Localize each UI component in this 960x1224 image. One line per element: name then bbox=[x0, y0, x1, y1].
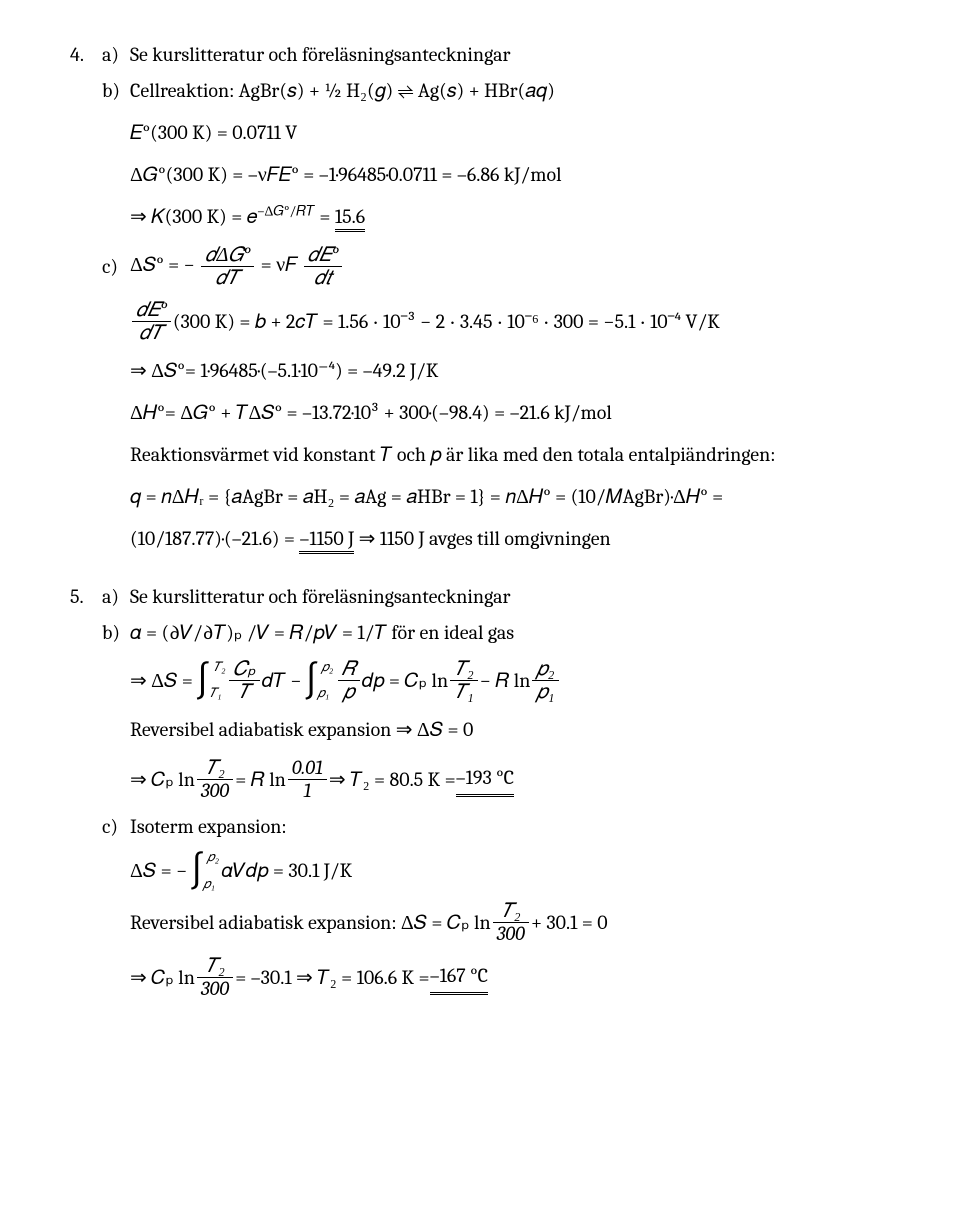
q5-b-int2: ∫ 𝑝₂ 𝑝₁ bbox=[303, 662, 319, 700]
q5-b-dt: 𝑑𝑇 − bbox=[262, 666, 302, 696]
q5-b-rev: Reversibel adiabatisk expansion ⇒ Δ𝑆 = 0 bbox=[130, 715, 960, 745]
q5-b-ds-lhs: ⇒ Δ𝑆 = bbox=[130, 666, 193, 696]
q4-b-intro: Cellreaktion: AgBr(𝑠) + ½ H₂(𝑔) ⇌ Ag(𝑠) … bbox=[130, 76, 960, 106]
q4-c-q2a: (10/187.77)·(–21.6) = bbox=[130, 527, 299, 550]
q5-b-ds: ⇒ Δ𝑆 = ∫ 𝑇₂ 𝑇₁ 𝐶ₚ 𝑇 𝑑𝑇 − ∫ 𝑝₂ 𝑝₁ 𝑅 𝑝 𝑑𝑝 … bbox=[130, 658, 960, 703]
q4-c-react: Reaktionsvärmet vid konstant 𝑇 och 𝑝 är … bbox=[130, 440, 960, 470]
q5-b-cpln: ⇒ 𝐶ₚ ln 𝑇₂ 300 = 𝑅 ln 0.01 1 ⇒ 𝑇₂ = 80.5… bbox=[130, 757, 960, 802]
q4-a-text: Se kurslitteratur och föreläsningsanteck… bbox=[130, 40, 960, 70]
q4-c-dsval: ⇒ Δ𝑆°= 1·96485·(–5.1·10⁻⁴) = –49.2 J/K bbox=[130, 356, 960, 386]
q4-c-eq: = ν𝐹 bbox=[261, 253, 302, 276]
q5-b-frac-001: 0.01 1 bbox=[288, 757, 327, 802]
q5-b-eqR: = 𝑅 ln bbox=[235, 765, 286, 795]
q5-b: b) 𝛼 = (∂𝑉/∂𝑇)ₚ /𝑉 = 𝑅/𝑝𝑉 = 1/𝑇 för en i… bbox=[70, 618, 960, 648]
q4-b-k-rhs: = bbox=[315, 205, 335, 228]
q5-c-final-frac: 𝑇₂ 300 bbox=[197, 955, 233, 1000]
q5-c-rev: Reversibel adiabatisk expansion: Δ𝑆 = 𝐶ₚ… bbox=[130, 900, 960, 945]
q4-a: 4. a) Se kurslitteratur och föreläsnings… bbox=[70, 40, 960, 70]
q5-c-rev-lhs: Reversibel adiabatisk expansion: Δ𝑆 = 𝐶ₚ… bbox=[130, 908, 491, 938]
q5-c-iso: Isoterm expansion: bbox=[130, 812, 960, 842]
q4-c-letter: c) bbox=[102, 252, 130, 282]
q4-c-ds: Δ𝑆° = − 𝑑Δ𝐺° 𝑑𝑇 = ν𝐹 𝑑𝐸° 𝑑𝑡 bbox=[130, 244, 960, 289]
q5-c-final-mid: = –30.1 ⇒ 𝑇₂ = 106.6 K = bbox=[235, 963, 429, 993]
q5-b-letter: b) bbox=[102, 618, 130, 648]
q4-c-q2c: ⇒ 1150 J avges till omgivningen bbox=[354, 527, 611, 550]
q5-a-letter: a) bbox=[102, 582, 130, 612]
q4-a-letter: a) bbox=[102, 40, 130, 70]
q5-b-frac-cp: 𝐶ₚ 𝑇 bbox=[229, 658, 260, 703]
q5-c-final-val: –167 °C bbox=[430, 961, 488, 995]
q4-number: 4. bbox=[70, 40, 102, 70]
q5-b-cpln-lhs: ⇒ 𝐶ₚ ln bbox=[130, 765, 195, 795]
q5-b-int1: ∫ 𝑇₂ 𝑇₁ bbox=[195, 662, 211, 700]
q4-c-dedt-frac: 𝑑𝐸° 𝑑𝑇 bbox=[132, 299, 171, 344]
q4-c-q1: 𝑞 = 𝑛Δ𝐻ᵣ = {𝑎AgBr = 𝑎H₂ = 𝑎Ag = 𝑎HBr = 1… bbox=[130, 482, 960, 512]
q4-c-q2: (10/187.77)·(–21.6) = –1150 J ⇒ 1150 J a… bbox=[130, 524, 960, 554]
q4-c-frac2: 𝑑𝐸° 𝑑𝑡 bbox=[304, 244, 343, 289]
q5-b-frac-rp: 𝑅 𝑝 bbox=[338, 658, 360, 703]
q4-b-letter: b) bbox=[102, 76, 130, 106]
q5-a: 5. a) Se kurslitteratur och föreläsnings… bbox=[70, 582, 960, 612]
q4-c-dh: Δ𝐻°= Δ𝐺° + 𝑇Δ𝑆° = –13.72·10³ + 300·(–98.… bbox=[130, 398, 960, 428]
q4-c-q2b: –1150 J bbox=[299, 527, 354, 554]
q5-b-frac-p: 𝑝₂ 𝑝₁ bbox=[532, 658, 558, 703]
q5-c-final-lhs: ⇒ 𝐶ₚ ln bbox=[130, 963, 195, 993]
q5-c-frac: 𝑇₂ 300 bbox=[493, 900, 529, 945]
q4-b-e: 𝐸°(300 K) = 0.0711 V bbox=[130, 118, 960, 148]
q4-c-frac1: 𝑑Δ𝐺° 𝑑𝑇 bbox=[201, 244, 254, 289]
q5-b-dp: 𝑑𝑝 = 𝐶ₚ ln bbox=[362, 666, 448, 696]
q4-b-k-val: 15.6 bbox=[335, 205, 365, 232]
q5-c-final: ⇒ 𝐶ₚ ln 𝑇₂ 300 = –30.1 ⇒ 𝑇₂ = 106.6 K = … bbox=[130, 955, 960, 1000]
q5-c-rev-rhs: + 30.1 = 0 bbox=[531, 908, 608, 938]
q4-c-dedt-rhs: (300 K) = 𝑏 + 2𝑐𝑇 = 1.56 ⋅ 10⁻³ − 2 ⋅ 3.… bbox=[173, 307, 720, 337]
q4-b-k-exp: –Δ𝐺°/𝑅𝑇 bbox=[257, 202, 315, 219]
q5-a-text: Se kurslitteratur och föreläsningsanteck… bbox=[130, 582, 960, 612]
q5-b-t2: ⇒ 𝑇₂ = 80.5 K = bbox=[329, 765, 456, 795]
q4-c: c) Δ𝑆° = − 𝑑Δ𝐺° 𝑑𝑇 = ν𝐹 𝑑𝐸° 𝑑𝑡 bbox=[70, 244, 960, 289]
q5-b-t2-val: –193 °C bbox=[456, 763, 514, 797]
q4-b-dg: Δ𝐺°(300 K) = –ν𝐹𝐸° = –1·96485·0.0711 = –… bbox=[130, 160, 960, 190]
q5-c: c) Isoterm expansion: bbox=[70, 812, 960, 842]
q4-b-k: ⇒ 𝐾(300 K) = 𝑒–Δ𝐺°/𝑅𝑇 = 15.6 bbox=[130, 202, 960, 232]
q5-c-ds-lhs: Δ𝑆 = − bbox=[130, 856, 187, 886]
q5-c-ds: Δ𝑆 = − ∫ 𝑝₂ 𝑝₁ 𝛼𝑉𝑑𝑝 = 30.1 J/K bbox=[130, 852, 960, 890]
q4-b: b) Cellreaktion: AgBr(𝑠) + ½ H₂(𝑔) ⇌ Ag(… bbox=[70, 76, 960, 106]
q5-number: 5. bbox=[70, 582, 102, 612]
q5-b-minus: − 𝑅 ln bbox=[480, 666, 531, 696]
q5-c-letter: c) bbox=[102, 812, 130, 842]
q5-b-intro: 𝛼 = (∂𝑉/∂𝑇)ₚ /𝑉 = 𝑅/𝑝𝑉 = 1/𝑇 för en idea… bbox=[130, 618, 960, 648]
q5-c-int: ∫ 𝑝₂ 𝑝₁ bbox=[189, 852, 205, 890]
q4-b-k-lhs: ⇒ 𝐾(300 K) = 𝑒 bbox=[130, 205, 257, 228]
q4-c-dedt: 𝑑𝐸° 𝑑𝑇 (300 K) = 𝑏 + 2𝑐𝑇 = 1.56 ⋅ 10⁻³ −… bbox=[130, 299, 960, 344]
q4-c-ds-lhs: Δ𝑆° = − bbox=[130, 253, 199, 276]
q5-c-ds-rhs: 𝛼𝑉𝑑𝑝 = 30.1 J/K bbox=[221, 856, 352, 886]
q5-b-frac-t300: 𝑇₂ 300 bbox=[197, 757, 233, 802]
q5-b-frac-t: 𝑇₂ 𝑇₁ bbox=[450, 658, 478, 703]
